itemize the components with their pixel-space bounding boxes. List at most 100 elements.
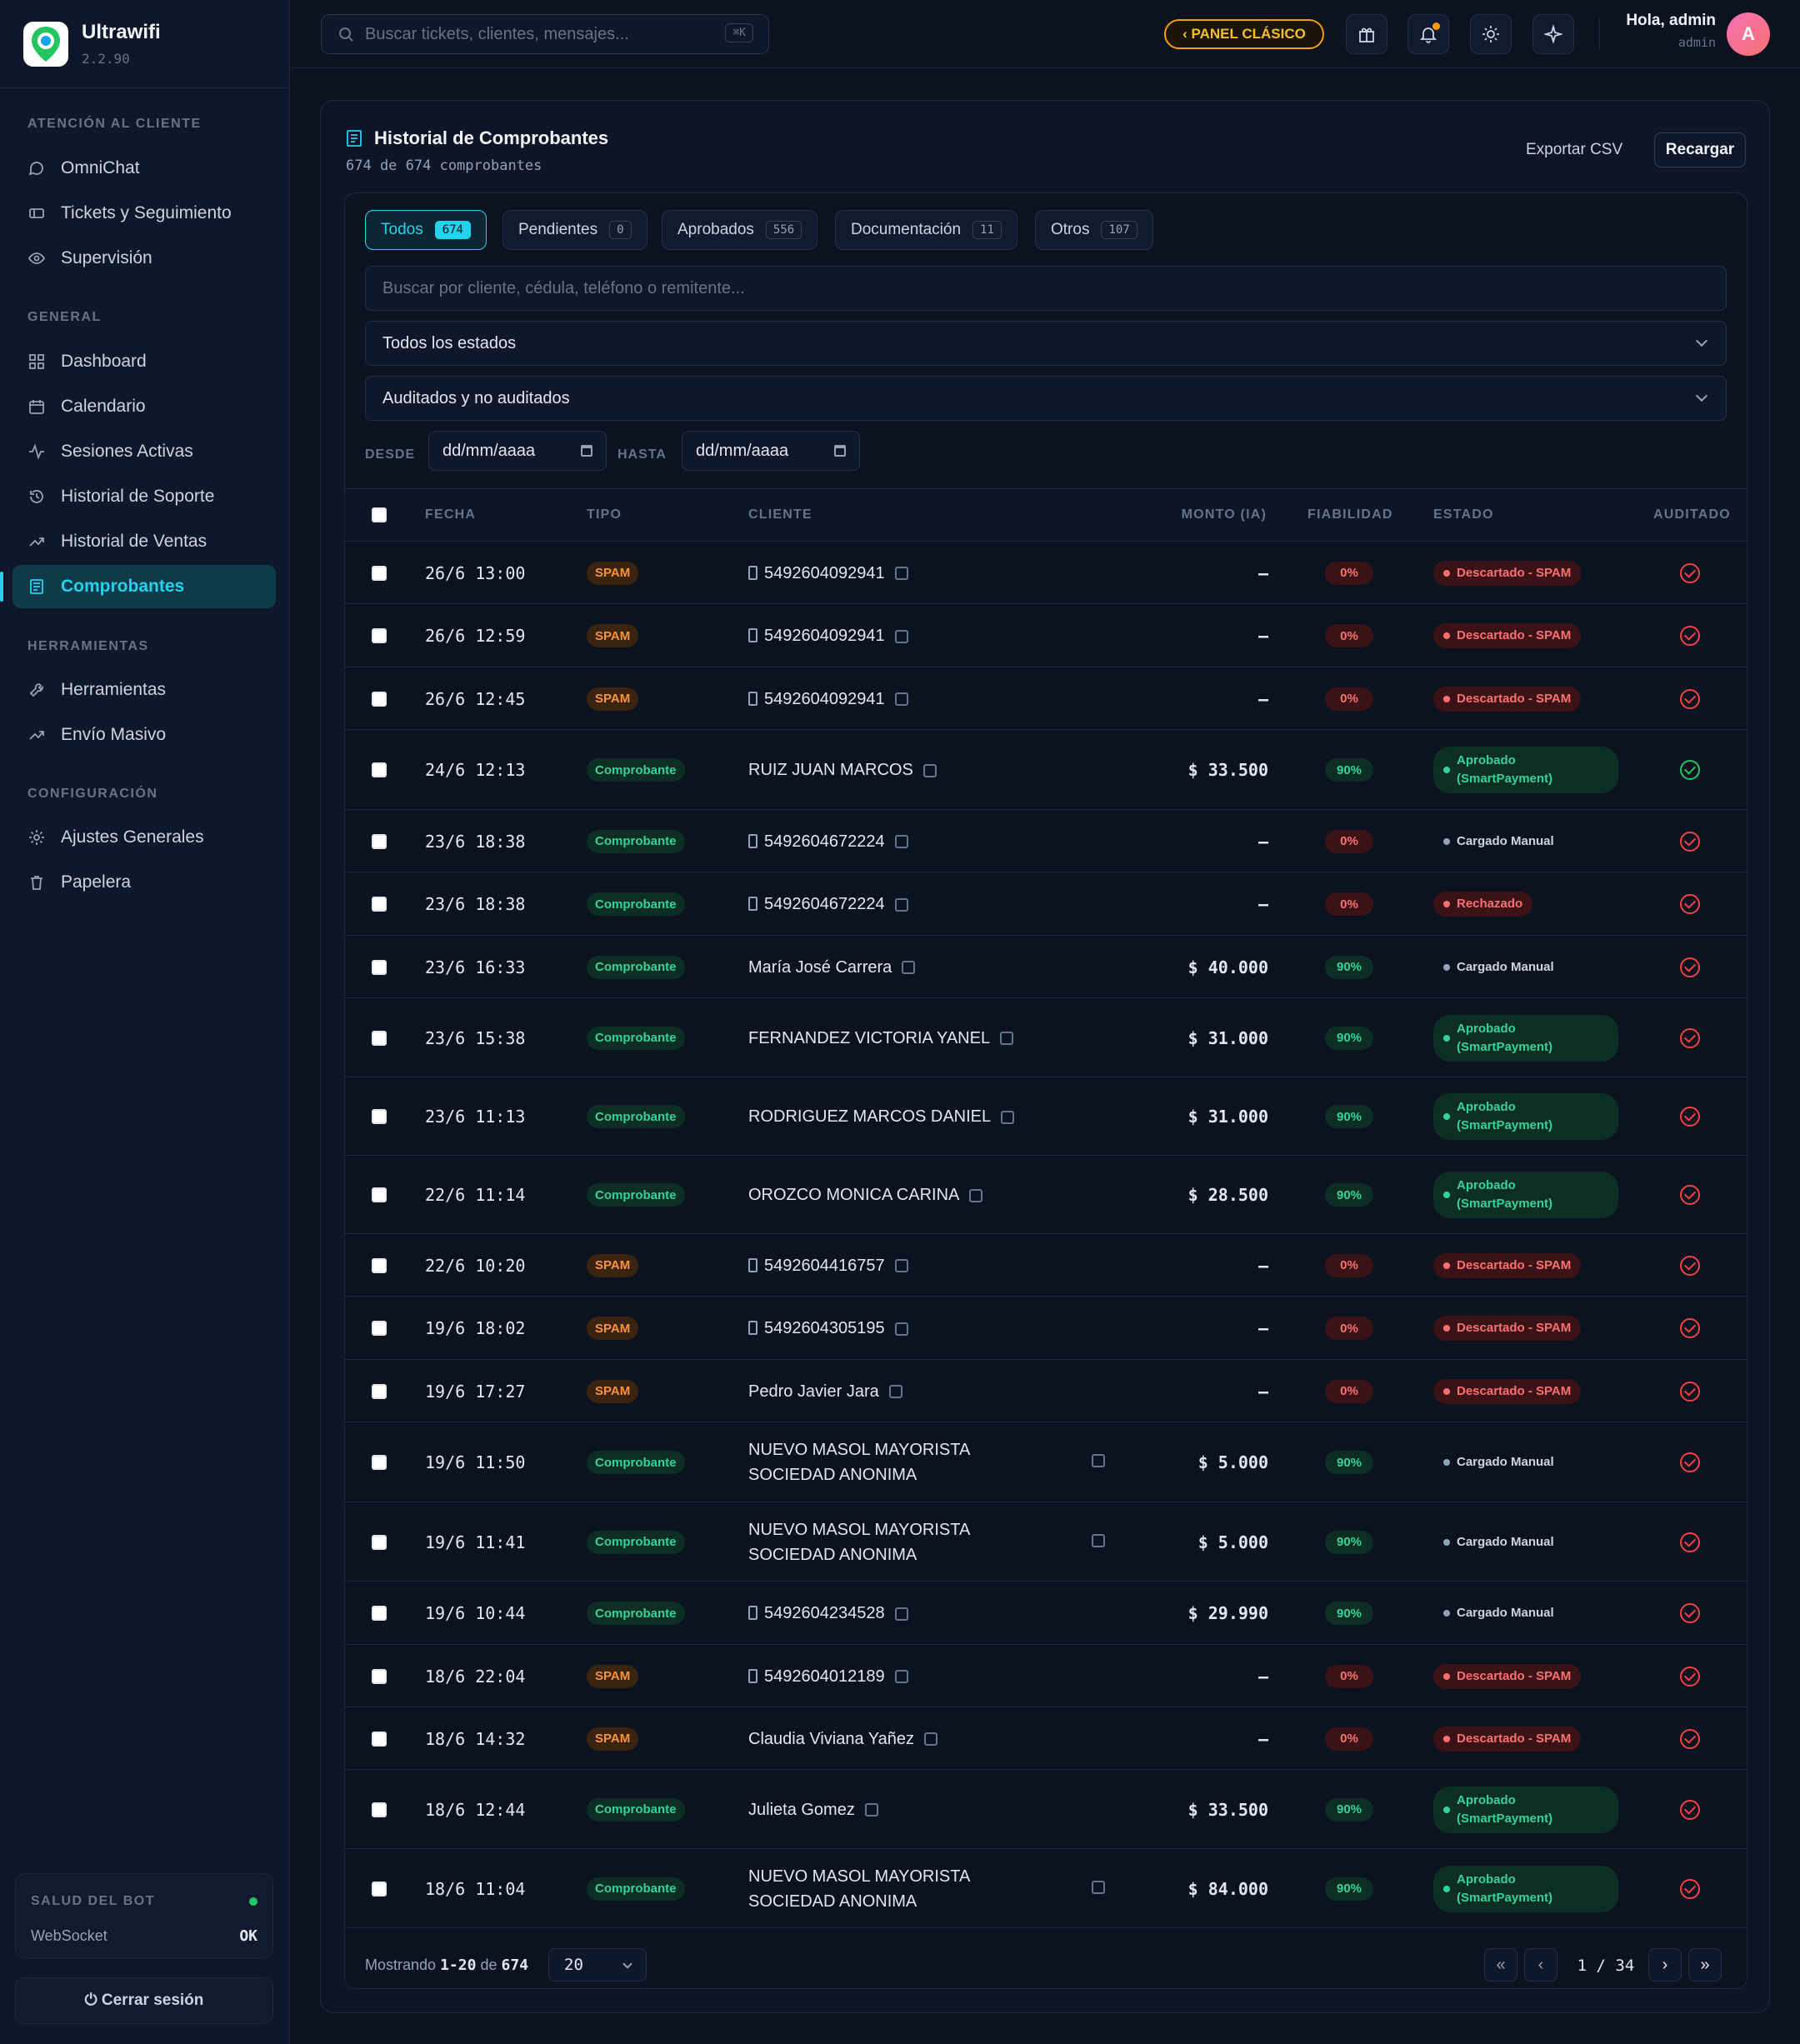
copy-icon[interactable] [894, 1607, 908, 1621]
receipts-search-input[interactable]: Buscar por cliente, cédula, teléfono o r… [365, 266, 1727, 311]
table-row[interactable]: 18/6 12:44 Comprobante Julieta Gomez $ 33.5… [345, 1770, 1747, 1849]
row-checkbox[interactable] [372, 897, 387, 912]
logout-button[interactable]: ⏻ Cerrar sesión [15, 1977, 273, 2024]
first-page-button[interactable]: « [1484, 1948, 1518, 1982]
copy-icon[interactable] [1001, 1110, 1015, 1124]
audit-check-icon[interactable] [1680, 1318, 1700, 1338]
copy-icon[interactable] [902, 961, 916, 975]
row-checkbox[interactable] [372, 1881, 387, 1897]
table-row[interactable]: 22/6 10:20 SPAM 5492604416757 — 0% Descartado… [345, 1234, 1747, 1297]
audit-check-icon[interactable] [1680, 831, 1700, 852]
copy-icon[interactable] [894, 897, 908, 912]
classic-panel-button[interactable]: ‹ PANEL CLÁSICO [1164, 19, 1324, 49]
audit-check-icon[interactable] [1680, 1452, 1700, 1472]
sidebar-item-ajustes[interactable]: Ajustes Generales [12, 816, 276, 859]
tab-aprobados[interactable]: Aprobados 556 [662, 210, 818, 250]
audit-check-icon[interactable] [1680, 1381, 1700, 1402]
row-checkbox[interactable] [372, 1257, 387, 1273]
notifications-button[interactable] [1408, 14, 1449, 54]
table-row[interactable]: 19/6 17:27 SPAM Pedro Javier Jara — 0% Descar… [345, 1360, 1747, 1422]
copy-icon[interactable] [922, 763, 937, 777]
copy-icon[interactable] [1092, 1880, 1105, 1894]
copy-icon[interactable] [894, 629, 908, 643]
sidebar-item-supervision[interactable]: Supervisión [12, 237, 276, 280]
audit-check-icon[interactable] [1680, 688, 1700, 709]
export-csv-button[interactable]: Exportar CSV [1526, 141, 1623, 158]
audit-check-icon[interactable] [1680, 1185, 1700, 1205]
audit-check-icon[interactable] [1680, 1603, 1700, 1623]
audit-check-icon[interactable] [1680, 894, 1700, 914]
copy-icon[interactable] [969, 1188, 983, 1202]
copy-icon[interactable] [894, 567, 908, 581]
row-checkbox[interactable] [372, 1668, 387, 1684]
tab-documentacion[interactable]: Documentación 11 [835, 210, 1018, 250]
audit-check-icon[interactable] [1680, 1728, 1700, 1749]
audit-select[interactable]: Auditados y no auditados [365, 376, 1727, 421]
gift-button[interactable] [1346, 14, 1388, 54]
ai-button[interactable] [1532, 14, 1574, 54]
copy-icon[interactable] [888, 1385, 902, 1399]
copy-icon[interactable] [894, 835, 908, 849]
row-checkbox[interactable] [372, 691, 387, 707]
copy-icon[interactable] [894, 1259, 908, 1273]
audit-check-icon[interactable] [1680, 1799, 1700, 1820]
row-checkbox[interactable] [372, 833, 387, 849]
table-row[interactable]: 23/6 18:38 Comprobante 5492604672224 — 0% Rec… [345, 872, 1747, 936]
select-all-checkbox[interactable] [372, 507, 387, 522]
table-row[interactable]: 18/6 11:04 Comprobante NUEVO MASOL MAYORIS… [345, 1849, 1747, 1928]
audit-check-icon[interactable] [1680, 626, 1700, 646]
table-row[interactable]: 23/6 16:33 Comprobante María José Carrera $… [345, 936, 1747, 998]
audit-check-icon[interactable] [1680, 1255, 1700, 1276]
row-checkbox[interactable] [372, 1606, 387, 1621]
last-page-button[interactable]: » [1688, 1948, 1722, 1982]
audit-check-icon[interactable] [1680, 1666, 1700, 1687]
date-to-input[interactable]: dd/mm/aaaa [682, 431, 860, 471]
audit-check-icon[interactable] [1680, 1027, 1700, 1048]
sidebar-item-dashboard[interactable]: Dashboard [12, 340, 276, 383]
copy-icon[interactable] [1092, 1454, 1105, 1467]
table-row[interactable]: 19/6 11:41 Comprobante NUEVO MASOL MAYORIS… [345, 1502, 1747, 1582]
audit-check-icon[interactable] [1680, 1532, 1700, 1552]
avatar[interactable]: A [1727, 12, 1770, 56]
page-size-select[interactable]: 20 [548, 1948, 647, 1982]
row-checkbox[interactable] [372, 1534, 387, 1550]
table-row[interactable]: 24/6 12:13 Comprobante RUIZ JUAN MARCOS $ 3… [345, 730, 1747, 810]
prev-page-button[interactable]: ‹ [1524, 1948, 1558, 1982]
table-row[interactable]: 23/6 18:38 Comprobante 5492604672224 — 0% Car… [345, 810, 1747, 872]
table-row[interactable]: 18/6 14:32 SPAM Claudia Viviana Yañez — 0% De… [345, 1707, 1747, 1770]
copy-icon[interactable] [894, 1322, 908, 1336]
copy-icon[interactable] [894, 1670, 908, 1684]
sidebar-item-herramientas[interactable]: Herramientas [12, 668, 276, 712]
row-checkbox[interactable] [372, 1321, 387, 1336]
status-select[interactable]: Todos los estados [365, 321, 1727, 366]
audit-check-icon[interactable] [1680, 760, 1700, 780]
audit-check-icon[interactable] [1680, 1107, 1700, 1127]
tab-pendientes[interactable]: Pendientes 0 [502, 210, 648, 250]
tab-otros[interactable]: Otros 107 [1035, 210, 1153, 250]
sidebar-item-envio-masivo[interactable]: Envío Masivo [12, 713, 276, 757]
copy-icon[interactable] [894, 692, 908, 707]
table-row[interactable]: 19/6 18:02 SPAM 5492604305195 — 0% Descartado… [345, 1297, 1747, 1360]
table-row[interactable]: 23/6 11:13 Comprobante RODRIGUEZ MARCOS DA… [345, 1077, 1747, 1156]
table-row[interactable]: 19/6 11:50 Comprobante NUEVO MASOL MAYORIS… [345, 1422, 1747, 1502]
row-checkbox[interactable] [372, 1109, 387, 1124]
table-row[interactable]: 19/6 10:44 Comprobante 5492604234528 $ 29.9… [345, 1582, 1747, 1645]
row-checkbox[interactable] [372, 1731, 387, 1747]
sidebar-item-omnichat[interactable]: OmniChat [12, 147, 276, 190]
sidebar-item-historial-soporte[interactable]: Historial de Soporte [12, 475, 276, 518]
date-from-input[interactable]: dd/mm/aaaa [428, 431, 607, 471]
audit-check-icon[interactable] [1680, 957, 1700, 977]
table-row[interactable]: 26/6 13:00 SPAM 5492604092941 — 0% Descartado… [345, 542, 1747, 604]
sidebar-item-comprobantes[interactable]: Comprobantes [0, 565, 276, 608]
table-row[interactable]: 23/6 15:38 Comprobante FERNANDEZ VICTORIA … [345, 998, 1747, 1077]
sidebar-item-sesiones[interactable]: Sesiones Activas [12, 430, 276, 473]
copy-icon[interactable] [1092, 1533, 1105, 1547]
row-checkbox[interactable] [372, 1802, 387, 1817]
row-checkbox[interactable] [372, 959, 387, 975]
row-checkbox[interactable] [372, 565, 387, 581]
table-row[interactable]: 26/6 12:59 SPAM 5492604092941 — 0% Descartado… [345, 604, 1747, 667]
reload-button[interactable]: Recargar [1654, 132, 1746, 167]
next-page-button[interactable]: › [1648, 1948, 1682, 1982]
sidebar-item-tickets[interactable]: Tickets y Seguimiento [12, 192, 276, 235]
table-row[interactable]: 18/6 22:04 SPAM 5492604012189 — 0% Descartado… [345, 1645, 1747, 1707]
